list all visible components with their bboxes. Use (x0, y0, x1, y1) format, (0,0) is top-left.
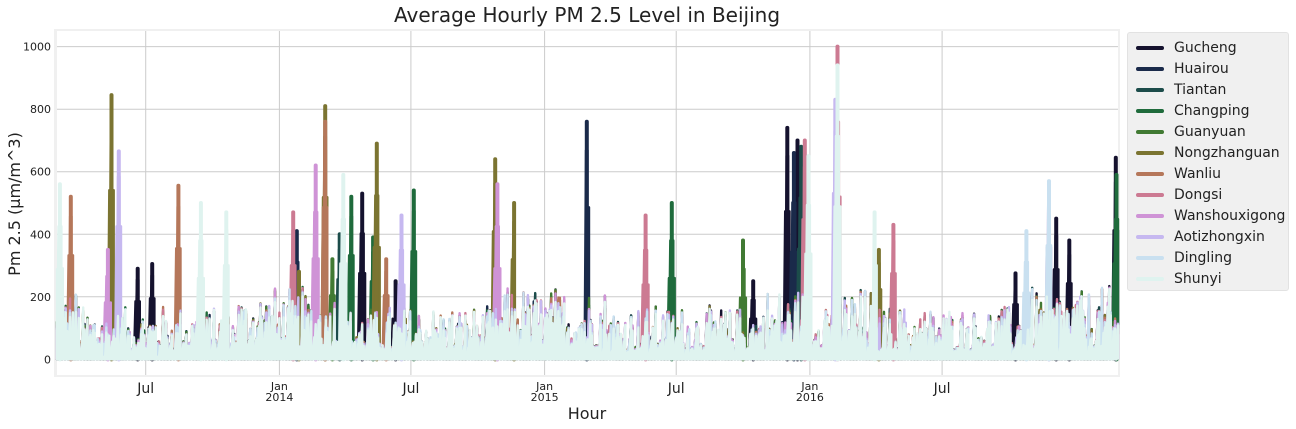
legend-item: Gucheng (1136, 38, 1237, 58)
legend-item: Wanshouxigong (1136, 206, 1285, 226)
legend-label: Dingling (1174, 250, 1232, 266)
x-tick-label: Jan (270, 380, 288, 393)
series-line (55, 64, 1120, 361)
legend-swatch (1136, 88, 1164, 92)
legend-label: Gucheng (1174, 40, 1237, 56)
x-tick-label: Jan (800, 380, 818, 393)
chart-title: Average Hourly PM 2.5 Level in Beijing (394, 3, 780, 27)
legend-swatch (1136, 214, 1164, 218)
legend-swatch (1136, 109, 1164, 113)
x-tick-label: Jul (401, 381, 419, 397)
x-tick-label: Jan (535, 380, 553, 393)
legend-label: Shunyi (1174, 271, 1222, 287)
y-tick-label: 0 (44, 353, 51, 366)
legend-swatch (1136, 151, 1164, 155)
legend-item: Guanyuan (1136, 122, 1246, 142)
legend-swatch (1136, 172, 1164, 176)
legend-swatch (1136, 67, 1164, 71)
legend-item: Dongsi (1136, 185, 1222, 205)
legend-label: Tiantan (1174, 82, 1227, 98)
legend-item: Nongzhanguan (1136, 143, 1280, 163)
legend-item: Shunyi (1136, 269, 1222, 289)
legend-label: Wanshouxigong (1174, 208, 1286, 224)
legend-label: Guanyuan (1174, 124, 1246, 140)
y-tick-label: 400 (30, 228, 51, 241)
legend-label: Wanliu (1174, 166, 1222, 182)
legend-swatch (1136, 256, 1164, 260)
y-tick-label: 600 (30, 166, 51, 179)
legend-label: Aotizhongxin (1174, 229, 1265, 245)
legend-swatch (1136, 277, 1164, 281)
legend-swatch (1136, 235, 1164, 239)
legend-item: Wanliu (1136, 164, 1221, 184)
x-tick-year: 2015 (531, 391, 559, 404)
legend-item: Changping (1136, 101, 1250, 121)
legend-item: Dingling (1136, 248, 1232, 268)
chart-legend: Gucheng Huairou Tiantan Changping Guanyuan No… (1127, 32, 1289, 291)
legend-item: Aotizhongxin (1136, 227, 1265, 247)
series-lines (55, 44, 1120, 362)
x-axis-label: Hour (568, 404, 607, 423)
legend-label: Dongsi (1174, 187, 1223, 203)
series-shunyi (55, 63, 1120, 362)
x-tick-label: Jul (933, 381, 951, 397)
y-tick-label: 200 (30, 291, 51, 304)
legend-swatch (1136, 130, 1164, 134)
legend-swatch (1136, 193, 1164, 197)
y-axis-label: Pm 2.5 (µm/m^3) (5, 132, 24, 276)
legend-label: Changping (1174, 103, 1250, 119)
x-tick-year: 2014 (265, 391, 293, 404)
y-tick-label: 800 (30, 103, 51, 116)
x-tick-label: Jul (136, 381, 154, 397)
x-tick-label: Jul (667, 381, 685, 397)
legend-swatch (1136, 46, 1164, 50)
legend-item: Tiantan (1136, 80, 1226, 100)
y-tick-label: 1000 (23, 41, 51, 54)
x-tick-year: 2016 (796, 391, 824, 404)
legend-label: Huairou (1174, 61, 1229, 77)
legend-item: Huairou (1136, 59, 1229, 79)
legend-label: Nongzhanguan (1174, 145, 1280, 161)
